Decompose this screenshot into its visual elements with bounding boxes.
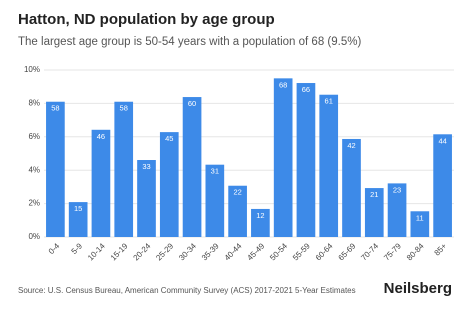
data-label: 58 [120, 104, 128, 113]
bar [342, 138, 361, 237]
y-tick-label: 2% [28, 199, 40, 208]
data-label: 45 [165, 134, 173, 143]
bar [68, 202, 88, 237]
data-label: 46 [97, 132, 105, 141]
source-note: Source: U.S. Census Bureau, American Com… [18, 286, 356, 295]
data-label: 60 [188, 99, 196, 108]
bar [319, 94, 339, 237]
y-tick-label: 10% [24, 65, 40, 74]
bar [433, 134, 452, 237]
data-label: 12 [256, 211, 264, 220]
y-tick-label: 0% [28, 232, 40, 241]
y-tick-label: 8% [28, 99, 40, 108]
chart-title: Hatton, ND population by age group [18, 11, 275, 28]
data-label: 33 [142, 162, 150, 171]
data-label: 66 [302, 85, 310, 94]
data-label: 21 [370, 190, 378, 199]
data-label: 31 [211, 167, 219, 176]
bar [182, 97, 202, 237]
data-label: 44 [438, 136, 446, 145]
bar [91, 129, 111, 237]
data-label: 23 [393, 185, 401, 194]
bar [205, 164, 225, 237]
chart-subtitle: The largest age group is 50-54 years wit… [18, 36, 361, 48]
bar [251, 208, 270, 237]
data-label: 22 [233, 188, 241, 197]
bar [228, 185, 247, 237]
data-label: 58 [51, 104, 59, 113]
y-tick-label: 4% [28, 165, 40, 174]
bar [46, 101, 65, 237]
bar [387, 183, 407, 237]
data-label: 11 [416, 213, 424, 222]
y-tick-label: 6% [28, 132, 40, 141]
data-label: 15 [74, 204, 82, 213]
bar [296, 83, 316, 237]
bar [410, 211, 430, 237]
bar [159, 132, 179, 237]
bar [364, 188, 384, 237]
bar [114, 101, 134, 237]
data-label: 68 [279, 80, 287, 89]
data-label: 61 [325, 97, 333, 106]
bar [273, 78, 293, 237]
data-label: 42 [347, 141, 355, 150]
bar [137, 160, 156, 237]
brand-logo: Neilsberg [384, 280, 452, 297]
